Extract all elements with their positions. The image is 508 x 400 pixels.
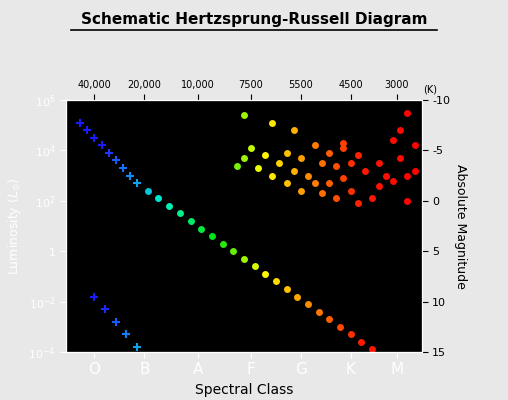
Y-axis label: Luminosity ($L_{\odot}$): Luminosity ($L_{\odot}$) <box>6 177 23 275</box>
Text: (K): (K) <box>423 85 437 95</box>
X-axis label: Spectral Class: Spectral Class <box>195 383 293 397</box>
Text: Schematic Hertzsprung-Russell Diagram: Schematic Hertzsprung-Russell Diagram <box>81 12 427 27</box>
Y-axis label: Absolute Magnitude: Absolute Magnitude <box>454 164 467 288</box>
